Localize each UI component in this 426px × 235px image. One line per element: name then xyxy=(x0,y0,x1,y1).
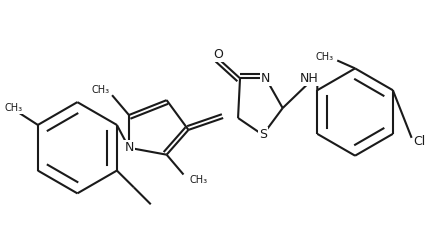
Text: NH: NH xyxy=(299,72,318,85)
Text: S: S xyxy=(258,128,266,141)
Text: CH₃: CH₃ xyxy=(189,176,207,185)
Text: CH₃: CH₃ xyxy=(5,103,23,113)
Text: CH₃: CH₃ xyxy=(92,85,110,95)
Text: O: O xyxy=(213,48,223,61)
Text: N: N xyxy=(261,72,270,85)
Text: CH₃: CH₃ xyxy=(314,51,332,62)
Text: Cl: Cl xyxy=(413,135,425,148)
Text: N: N xyxy=(124,141,133,154)
